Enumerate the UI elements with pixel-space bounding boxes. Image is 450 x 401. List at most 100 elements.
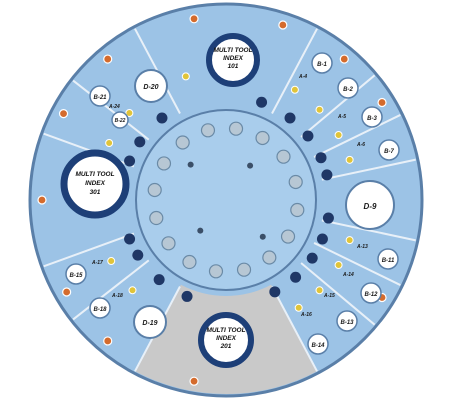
port-dark <box>124 233 136 245</box>
center-stud <box>208 264 224 279</box>
station-b-15: B-15 <box>65 263 87 285</box>
port-label-a-24: A-24 <box>108 104 120 110</box>
port-orange <box>189 376 199 386</box>
station-d-9-label: D-9 <box>364 202 377 211</box>
port-yellow <box>294 303 303 312</box>
center-pin <box>259 233 266 240</box>
multi-tool-301-line1: MULTI TOOL <box>75 171 114 178</box>
center-stud <box>290 202 305 218</box>
station-d-19: D-19 <box>133 305 167 339</box>
port-orange <box>189 14 199 24</box>
station-b-12: B-12 <box>360 282 382 304</box>
sector-divider <box>321 158 416 181</box>
port-dark <box>322 212 334 224</box>
station-d-19-label: D-19 <box>142 320 157 327</box>
port-yellow <box>345 236 354 245</box>
station-b-22: B-22 <box>111 111 129 129</box>
station-d-20-label: D-20 <box>143 84 158 91</box>
port-dark <box>132 249 144 261</box>
center-pin <box>197 227 204 234</box>
multi-tool-station-201: MULTI TOOL INDEX 201 <box>198 312 254 368</box>
port-dark <box>134 136 146 148</box>
station-d-20: D-20 <box>134 69 168 103</box>
station-b-1: B-1 <box>311 52 333 74</box>
port-orange <box>377 97 387 108</box>
multi-tool-101-line2: INDEX <box>223 55 244 62</box>
center-stud <box>228 121 244 136</box>
center-pin <box>187 161 194 168</box>
center-stud <box>156 156 172 171</box>
turret-center-hub <box>135 109 317 291</box>
sector-divider <box>313 242 401 286</box>
port-dark <box>315 152 327 164</box>
port-label-a-4: A-4 <box>298 74 307 80</box>
center-stud <box>147 182 162 198</box>
station-b-18-label: B-18 <box>93 307 107 313</box>
sector-divider <box>321 219 416 242</box>
station-b-11: B-11 <box>377 248 399 270</box>
port-yellow <box>181 72 190 81</box>
sector-divider <box>43 232 135 268</box>
multi-tool-301-line2: INDEX <box>85 180 106 187</box>
center-stud <box>255 130 270 146</box>
station-b-2-label: B-2 <box>343 87 353 93</box>
port-orange <box>339 54 349 64</box>
multi-tool-station-101: MULTI TOOL INDEX 101 <box>206 33 260 87</box>
sector-divider <box>300 74 376 138</box>
multi-tool-station-301: MULTI TOOL INDEX 301 <box>60 149 130 219</box>
port-dark <box>321 169 333 181</box>
station-b-2: B-2 <box>337 77 359 99</box>
port-dark <box>153 274 165 286</box>
port-label-a-13: A-13 <box>356 244 368 250</box>
port-label-a-6: A-6 <box>356 142 365 148</box>
port-orange <box>103 54 113 64</box>
port-label-a-14: A-14 <box>342 272 354 278</box>
station-b-13-label: B-13 <box>340 320 354 326</box>
port-yellow <box>315 105 324 114</box>
station-b-14-label: B-14 <box>311 343 325 349</box>
station-b-21: B-21 <box>89 85 111 107</box>
center-hub <box>135 109 317 291</box>
multi-tool-301-line3: 301 <box>90 189 101 196</box>
port-orange <box>58 109 69 119</box>
port-yellow <box>315 286 324 295</box>
multi-tool-201-line2: INDEX <box>216 335 237 342</box>
sector-divider <box>300 262 376 326</box>
station-b-14: B-14 <box>307 333 329 355</box>
center-stud <box>262 250 277 265</box>
port-label-a-17: A-17 <box>91 260 103 266</box>
station-b-1-label: B-1 <box>317 62 327 68</box>
port-yellow <box>345 155 354 164</box>
center-stud <box>200 123 216 138</box>
port-orange <box>103 336 113 346</box>
port-dark <box>181 290 193 302</box>
port-yellow <box>290 85 299 94</box>
station-b-7-label: B-7 <box>384 149 394 155</box>
sector-divider <box>271 28 318 114</box>
station-d-9: D-9 <box>345 180 395 230</box>
port-orange <box>62 287 72 297</box>
station-b-13: B-13 <box>336 310 358 332</box>
port-label-a-5: A-5 <box>337 114 346 120</box>
station-b-7: B-7 <box>378 139 400 161</box>
multi-tool-201-line1: MULTI TOOL <box>206 327 245 334</box>
port-dark <box>256 96 268 108</box>
center-pin <box>247 162 254 169</box>
center-stud <box>182 254 197 270</box>
sector-divider <box>72 79 150 141</box>
port-orange <box>37 195 47 205</box>
station-b-3-label: B-3 <box>367 116 377 122</box>
port-dark <box>284 112 296 124</box>
center-stud <box>276 149 291 164</box>
port-yellow <box>128 286 137 295</box>
multi-tool-201-line3: 201 <box>220 343 232 350</box>
station-b-11-label: B-11 <box>382 258 395 264</box>
port-label-a-18: A-18 <box>111 293 123 299</box>
port-label-a-16: A-16 <box>300 312 312 318</box>
turret-ports <box>37 14 387 386</box>
center-stud <box>161 236 176 251</box>
port-dark <box>156 112 168 124</box>
port-yellow <box>334 131 343 139</box>
port-dark <box>290 271 302 283</box>
